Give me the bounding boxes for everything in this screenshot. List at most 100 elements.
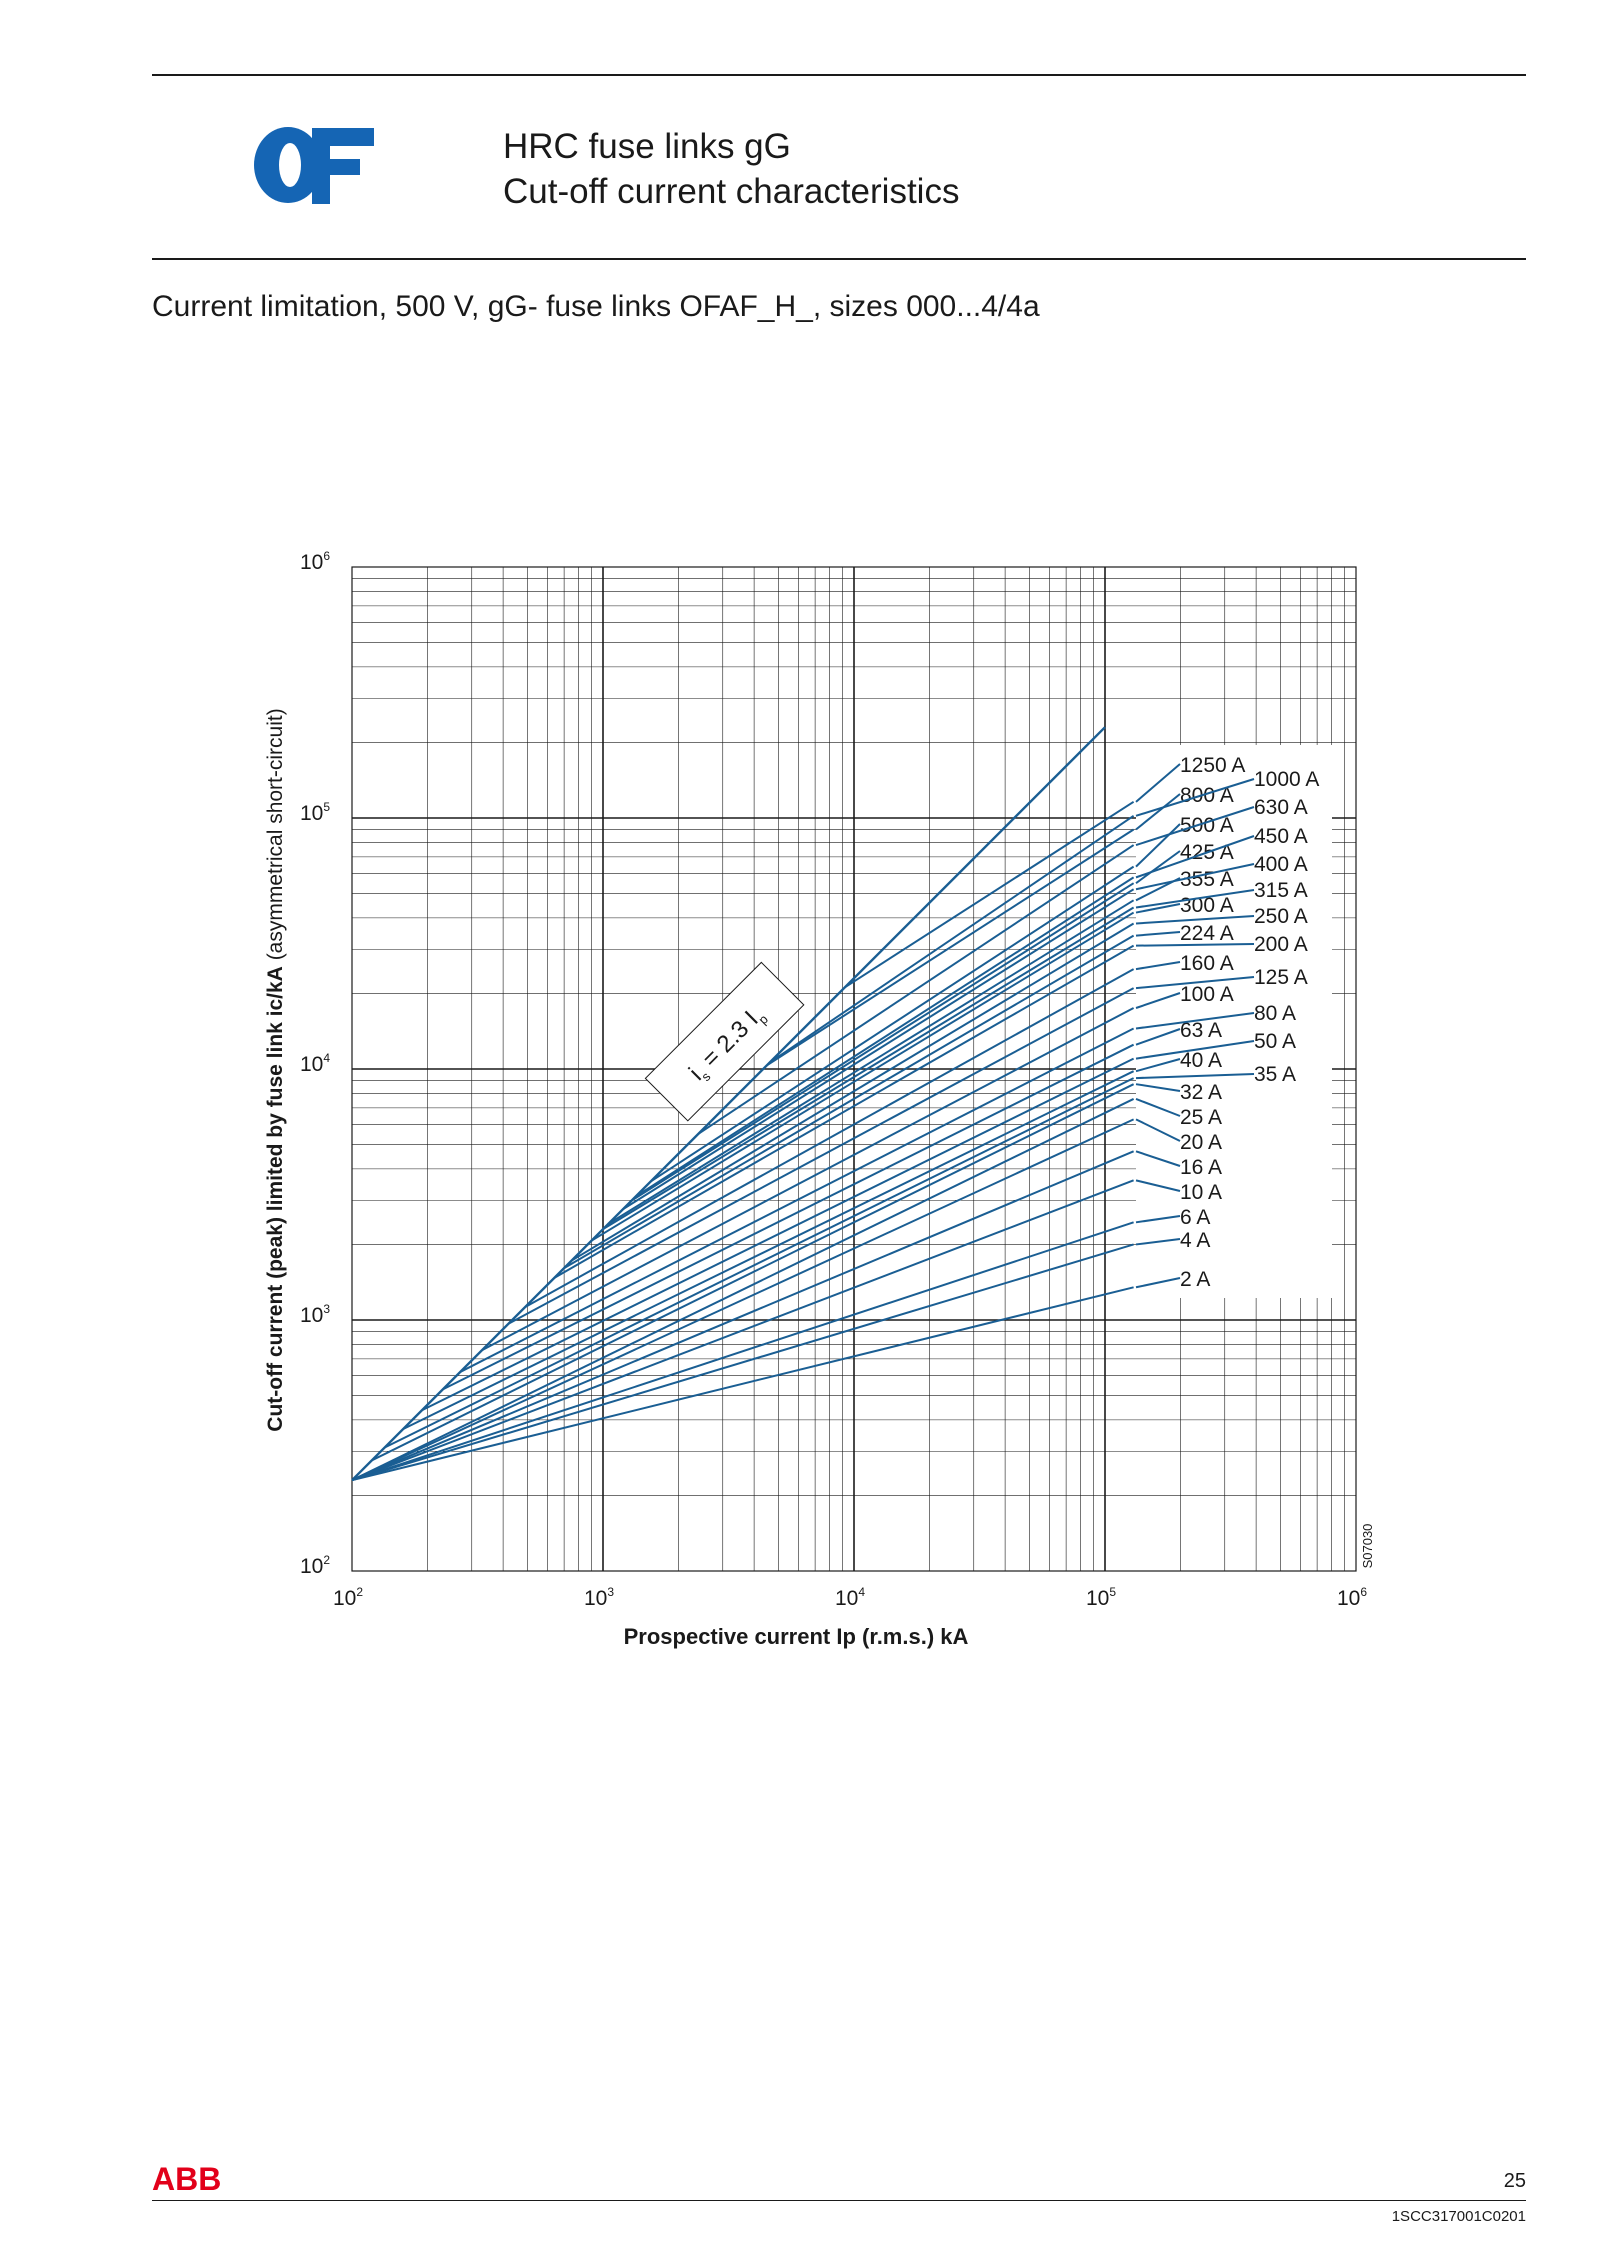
series-label: 16 A bbox=[1180, 1156, 1222, 1179]
series-label: 355 A bbox=[1180, 868, 1234, 891]
of-logo-mark bbox=[254, 127, 374, 204]
leader-line bbox=[1135, 1083, 1181, 1092]
curve-224a bbox=[563, 934, 1135, 1269]
y-tick-label: 106 bbox=[300, 549, 330, 574]
curve-315a bbox=[602, 906, 1135, 1231]
series-label: 10 A bbox=[1180, 1181, 1222, 1204]
title-line-1: HRC fuse links gG bbox=[503, 127, 791, 166]
curve-425a bbox=[631, 882, 1135, 1202]
curve-20a bbox=[351, 1118, 1135, 1482]
curve-63a bbox=[442, 1043, 1135, 1391]
x-tick-label: 102 bbox=[333, 1585, 363, 1610]
reference-label-box bbox=[644, 961, 805, 1122]
curve-2a bbox=[351, 1286, 1134, 1482]
curve-500a bbox=[650, 865, 1135, 1183]
curve-25a bbox=[351, 1098, 1135, 1482]
leader-line bbox=[1135, 903, 1181, 914]
series-label: 1000 A bbox=[1254, 768, 1319, 791]
curve-10a bbox=[351, 1179, 1134, 1482]
curve-630a bbox=[697, 844, 1135, 1135]
series-label: 25 A bbox=[1180, 1106, 1222, 1129]
legend-panel bbox=[1136, 745, 1332, 1298]
leader-line bbox=[1135, 823, 1181, 868]
curve-200a bbox=[553, 944, 1135, 1279]
curve-250a bbox=[571, 922, 1135, 1262]
abb-logo: ABB bbox=[152, 2163, 221, 2193]
x-tick-label: 105 bbox=[1086, 1585, 1116, 1610]
leader-line bbox=[1135, 1215, 1181, 1224]
curve-50a bbox=[421, 1057, 1135, 1412]
leader-line bbox=[1135, 1097, 1181, 1117]
leader-line bbox=[1135, 850, 1181, 884]
x-axis-label: Prospective current Ip (r.m.s.) kA bbox=[624, 1624, 969, 1649]
leader-line bbox=[1135, 961, 1181, 971]
series-label: 2 A bbox=[1180, 1268, 1210, 1291]
curve-800a bbox=[766, 828, 1135, 1067]
x-tick-label: 104 bbox=[835, 1585, 865, 1610]
curve-400a bbox=[622, 888, 1135, 1211]
leader-line bbox=[1135, 889, 1255, 909]
figure-code: S07030 bbox=[1360, 1524, 1375, 1569]
series-label: 450 A bbox=[1254, 825, 1308, 848]
leader-line bbox=[1135, 1040, 1255, 1060]
curve-35a bbox=[384, 1077, 1135, 1449]
leader-line bbox=[1135, 1012, 1255, 1030]
series-label: 200 A bbox=[1254, 933, 1308, 956]
series-label: 63 A bbox=[1180, 1019, 1222, 1042]
series-label: 6 A bbox=[1180, 1206, 1210, 1229]
leader-line bbox=[1135, 915, 1255, 925]
footer-rule bbox=[152, 2200, 1526, 2201]
curve-6a bbox=[351, 1221, 1134, 1482]
curve-1250a bbox=[844, 800, 1135, 989]
leader-line bbox=[1135, 863, 1255, 891]
curve-355a bbox=[607, 899, 1135, 1225]
series-label: 80 A bbox=[1254, 1002, 1296, 1025]
series-label: 40 A bbox=[1180, 1049, 1222, 1072]
curve-100a bbox=[481, 1007, 1135, 1351]
series-label: 250 A bbox=[1254, 905, 1308, 928]
curve-40a bbox=[402, 1070, 1135, 1430]
leader-line bbox=[1135, 1118, 1181, 1142]
x-tick-label: 103 bbox=[584, 1585, 614, 1610]
y-tick-label: 102 bbox=[300, 1553, 330, 1578]
series-label: 50 A bbox=[1254, 1030, 1296, 1053]
leader-line bbox=[1135, 806, 1255, 847]
y-tick-label: 103 bbox=[300, 1302, 330, 1327]
curve-300a bbox=[590, 911, 1135, 1242]
curve-16a bbox=[351, 1150, 1134, 1482]
leader-line bbox=[1135, 1028, 1181, 1046]
series-label: 20 A bbox=[1180, 1131, 1222, 1154]
leader-line bbox=[1135, 835, 1255, 879]
page-title: HRC fuse links gG Cut-off current charac… bbox=[503, 124, 959, 214]
abb-logo-text: ABB bbox=[152, 2163, 221, 2193]
series-label: 400 A bbox=[1254, 853, 1308, 876]
leader-line bbox=[1135, 1150, 1181, 1167]
document-code: 1SCC317001C0201 bbox=[1391, 2208, 1526, 2225]
title-line-2: Cut-off current characteristics bbox=[503, 172, 960, 211]
curve-125a bbox=[507, 987, 1135, 1325]
curve-1000a bbox=[768, 815, 1135, 1064]
curve-80a bbox=[459, 1027, 1135, 1373]
curve-4a bbox=[351, 1243, 1134, 1482]
leader-line bbox=[1135, 1179, 1181, 1192]
series-label: 160 A bbox=[1180, 952, 1234, 975]
series-label: 35 A bbox=[1254, 1063, 1296, 1086]
leader-line bbox=[1135, 1277, 1181, 1289]
leader-line bbox=[1135, 931, 1181, 937]
header-bottom-rule bbox=[152, 258, 1526, 260]
y-tick-label: 105 bbox=[300, 800, 330, 825]
curve-160a bbox=[524, 968, 1135, 1308]
y-axis-label: Cut-off current (peak) limited by fuse l… bbox=[264, 708, 287, 1431]
leader-line bbox=[1135, 793, 1181, 831]
series-label: 224 A bbox=[1180, 922, 1234, 945]
series-label: 125 A bbox=[1254, 966, 1308, 989]
leader-line bbox=[1135, 992, 1181, 1009]
leader-line bbox=[1135, 763, 1181, 803]
series-label: 32 A bbox=[1180, 1081, 1222, 1104]
series-label: 4 A bbox=[1180, 1229, 1210, 1252]
of-logo bbox=[254, 127, 374, 204]
series-label: 315 A bbox=[1254, 879, 1308, 902]
y-tick-label: 104 bbox=[300, 1051, 330, 1076]
page-number: 25 bbox=[1503, 2170, 1526, 2192]
